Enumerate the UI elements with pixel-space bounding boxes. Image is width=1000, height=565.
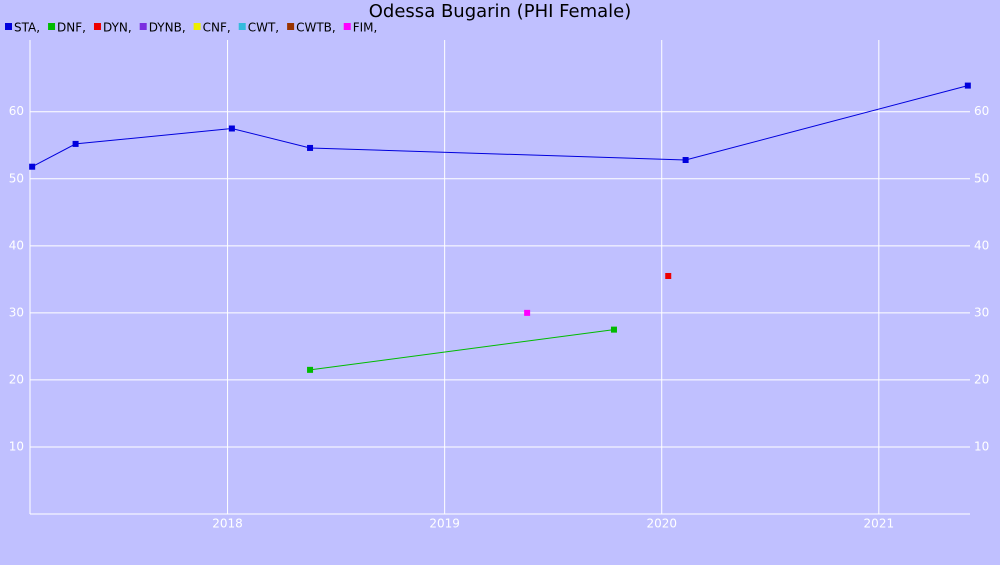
y-tick-label: 50 [9,171,24,185]
chart-title: Odessa Bugarin (PHI Female) [369,1,631,22]
x-tick-label: 2019 [429,517,460,531]
y-tick-label: 30 [9,305,24,319]
point-marker [964,82,971,89]
series-line [31,85,968,168]
point-marker [665,272,672,279]
point-marker [72,140,79,147]
y-tick-label-right: 50 [974,171,989,185]
series-line [309,329,615,371]
y-tick-label-right: 60 [974,104,989,118]
legend-swatch [93,23,101,30]
legend-label: DYNB, [149,21,186,35]
point-marker [29,163,36,170]
point-marker [307,144,314,151]
legend-swatch [287,23,295,30]
legend-swatch [5,23,12,30]
legend-label: STA, [14,21,40,35]
y-tick-label-right: 20 [974,372,989,386]
point-marker [307,366,314,373]
legend-swatch [343,23,351,30]
legend-label: DYN, [103,21,132,35]
point-marker [228,125,235,132]
x-tick-label: 2018 [212,517,243,531]
legend-label: CNF, [203,21,231,35]
point-marker [524,309,531,316]
legend-label: FIM, [353,21,378,35]
y-tick-label: 60 [9,104,24,118]
y-tick-label-right: 10 [974,439,989,453]
legend-label: CWTB, [296,21,336,35]
y-tick-label: 10 [9,439,24,453]
legend-swatch [193,23,201,30]
x-tick-label: 2021 [864,517,895,531]
legend-swatch [139,23,147,30]
x-tick-label: 2020 [646,517,677,531]
legend-swatch [238,23,246,30]
y-tick-label-right: 30 [974,305,989,319]
point-marker [682,157,689,164]
point-marker [610,326,617,333]
y-tick-label: 20 [9,372,24,386]
legend-swatch [48,23,56,30]
legend-label: DNF, [57,21,86,35]
y-tick-label-right: 40 [974,238,989,252]
legend-label: CWT, [248,21,279,35]
y-tick-label: 40 [9,238,24,252]
